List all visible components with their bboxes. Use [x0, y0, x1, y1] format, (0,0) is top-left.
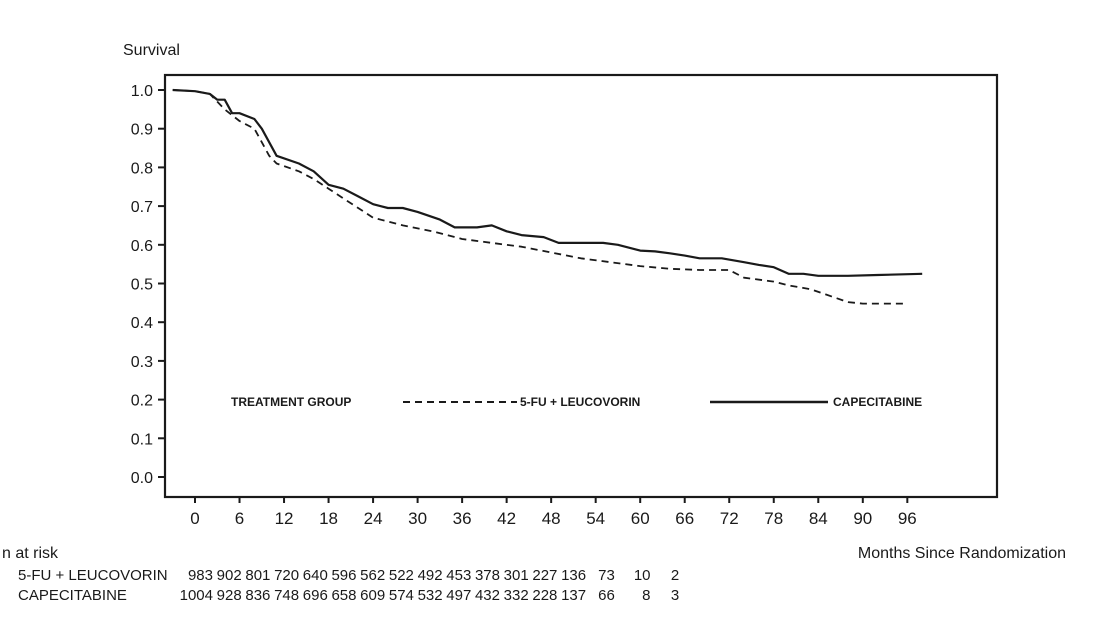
risk-value: 228	[532, 587, 557, 604]
risk-value: 378	[475, 567, 500, 584]
x-tick-label: 96	[898, 509, 917, 528]
x-tick-label: 42	[497, 509, 516, 528]
legend: TREATMENT GROUP 5-FU + LEUCOVORIN CAPECI…	[231, 395, 922, 409]
risk-value: 532	[418, 587, 443, 604]
x-tick-label: 6	[235, 509, 244, 528]
y-axis: 0.0 0.1 0.2 0.3 0.4 0.5 0.6 0.7 0.8 0.9 1.0	[131, 83, 165, 487]
risk-value: 562	[360, 567, 385, 584]
risk-table-header: n at risk	[2, 545, 59, 562]
y-tick-label: 0.6	[131, 238, 153, 255]
x-tick-label: 24	[364, 509, 383, 528]
y-tick-label: 0.8	[131, 160, 153, 177]
x-tick-label: 54	[586, 509, 605, 528]
risk-table: n at risk 5-FU + LEUCOVORIN CAPECITABINE…	[2, 545, 679, 604]
y-tick-label: 0.1	[131, 431, 153, 448]
x-tick-label: 90	[853, 509, 872, 528]
risk-value: 137	[561, 587, 586, 604]
risk-value: 609	[360, 587, 385, 604]
risk-value: 983	[188, 567, 213, 584]
x-tick-label: 48	[542, 509, 561, 528]
risk-row-label-capecitabine: CAPECITABINE	[18, 587, 127, 604]
x-tick-label: 12	[275, 509, 294, 528]
risk-value: 696	[303, 587, 328, 604]
risk-value: 596	[331, 567, 356, 584]
y-axis-label: Survival	[123, 42, 180, 59]
x-tick-label: 84	[809, 509, 828, 528]
risk-value: 801	[245, 567, 270, 584]
risk-value: 836	[245, 587, 270, 604]
risk-value: 301	[504, 567, 529, 584]
x-tick-label: 66	[675, 509, 694, 528]
risk-value: 574	[389, 587, 414, 604]
risk-value: 432	[475, 587, 500, 604]
x-tick-label: 36	[453, 509, 472, 528]
survival-lines	[172, 88, 923, 305]
x-tick-label: 0	[190, 509, 199, 528]
risk-value: 720	[274, 567, 299, 584]
y-tick-label: 1.0	[131, 83, 153, 100]
risk-value: 902	[217, 567, 242, 584]
risk-value: 10	[634, 567, 651, 584]
y-tick-label: 0.7	[131, 199, 153, 216]
risk-value: 492	[418, 567, 443, 584]
series-line-5fu-leucovorin	[172, 89, 908, 305]
risk-value: 640	[303, 567, 328, 584]
x-tick-label: 60	[631, 509, 650, 528]
risk-value: 2	[671, 567, 679, 584]
risk-value: 1004	[180, 587, 213, 604]
risk-value: 453	[446, 567, 471, 584]
y-tick-label: 0.5	[131, 277, 153, 294]
risk-value: 658	[331, 587, 356, 604]
risk-value: 332	[504, 587, 529, 604]
y-tick-label: 0.3	[131, 354, 153, 371]
legend-label-5fu: 5-FU + LEUCOVORIN	[520, 395, 640, 409]
risk-value: 928	[217, 587, 242, 604]
risk-value: 66	[598, 587, 615, 604]
y-tick-label: 0.0	[131, 470, 153, 487]
risk-values: 983 902 801 720 640 596 562 522 492 453 378 301 227 1…	[180, 567, 680, 604]
risk-value: 748	[274, 587, 299, 604]
legend-label-capecitabine: CAPECITABINE	[833, 395, 922, 409]
risk-value: 3	[671, 587, 679, 604]
y-tick-label: 0.9	[131, 122, 153, 139]
x-tick-label: 30	[408, 509, 427, 528]
y-tick-label: 0.4	[131, 315, 153, 332]
risk-value: 136	[561, 567, 586, 584]
risk-value: 8	[642, 587, 650, 604]
y-tick-label: 0.2	[131, 393, 153, 410]
x-axis: 0 6 12 18 24 30 36 42 48 54 60 66 72 78 84 90 96	[190, 497, 917, 528]
risk-value: 497	[446, 587, 471, 604]
x-tick-label: 18	[319, 509, 338, 528]
risk-row-label-5fu: 5-FU + LEUCOVORIN	[18, 567, 168, 584]
x-tick-label: 72	[720, 509, 739, 528]
series-line-capecitabine	[172, 88, 923, 277]
plot-frame	[163, 73, 999, 499]
risk-value: 522	[389, 567, 414, 584]
risk-value: 227	[532, 567, 557, 584]
risk-value: 73	[598, 567, 615, 584]
x-tick-label: 78	[764, 509, 783, 528]
x-axis-label: Months Since Randomization	[858, 545, 1066, 562]
legend-title: TREATMENT GROUP	[231, 395, 351, 409]
